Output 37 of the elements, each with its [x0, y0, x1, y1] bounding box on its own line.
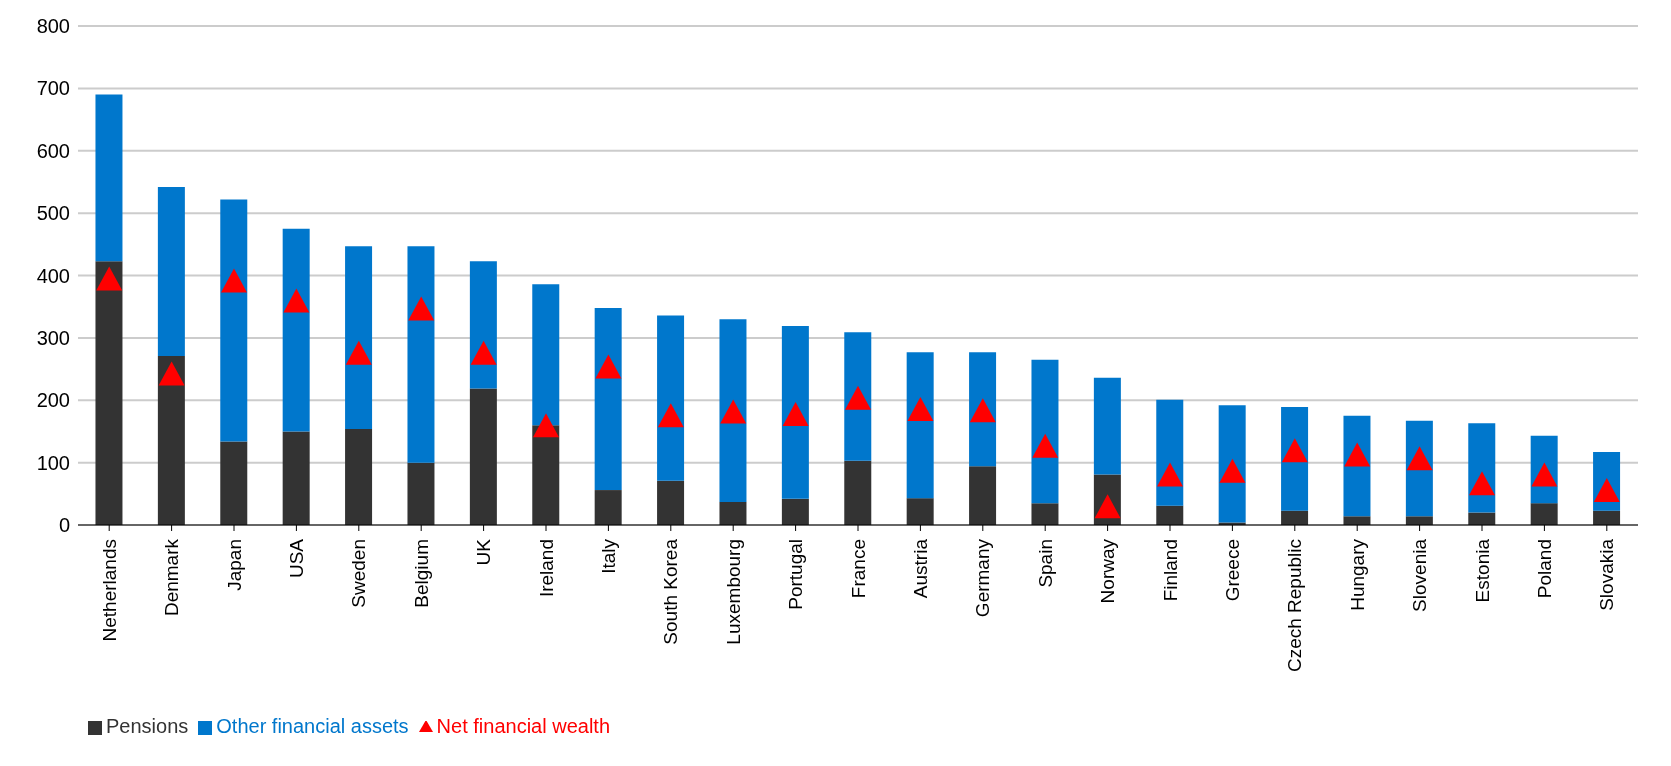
- y-tick-label: 700: [36, 77, 70, 100]
- x-tick-label: Italy: [597, 538, 619, 574]
- x-tick-label: Netherlands: [98, 539, 120, 642]
- y-tick-label: 800: [36, 15, 70, 38]
- x-tick-label: Finland: [1159, 539, 1181, 602]
- x-tick-label: Greece: [1221, 539, 1243, 602]
- x-tick-label: Poland: [1533, 539, 1555, 599]
- y-tick-label: 400: [36, 264, 70, 287]
- legend-label: Pensions: [106, 715, 189, 737]
- x-tick-label: Norway: [1097, 538, 1119, 604]
- x-tick-label: Estonia: [1471, 538, 1493, 603]
- y-tick-label: 500: [36, 202, 70, 225]
- x-tick-label: Belgium: [410, 539, 432, 608]
- x-tick-label: Austria: [909, 538, 931, 599]
- y-tick-label: 600: [36, 139, 70, 162]
- x-tick-label: Ireland: [535, 539, 557, 598]
- x-tick-label: Spain: [1034, 539, 1056, 588]
- y-tick-label: 100: [36, 451, 70, 474]
- x-tick-label: USA: [285, 538, 307, 579]
- legend-label: Net financial wealth: [436, 715, 611, 737]
- x-tick-label: Slovakia: [1596, 538, 1618, 611]
- y-tick-label: 200: [36, 389, 70, 412]
- legend-label: Other financial assets: [216, 715, 409, 737]
- x-tick-label: Slovenia: [1409, 538, 1431, 612]
- x-tick-label: UK: [473, 538, 495, 566]
- x-tick-label: Denmark: [161, 538, 183, 617]
- x-tick-label: Hungary: [1346, 538, 1368, 611]
- y-tick-label: 0: [58, 514, 70, 537]
- x-tick-label: Portugal: [785, 539, 807, 610]
- x-tick-label: Japan: [223, 539, 245, 591]
- y-tick-label: 300: [36, 326, 70, 349]
- x-tick-label: Sweden: [348, 539, 370, 608]
- x-tick-label: South Korea: [660, 538, 682, 645]
- x-tick-label: France: [847, 539, 869, 599]
- x-tick-label: Luxembourg: [722, 539, 744, 645]
- x-tick-label: Germany: [972, 538, 994, 618]
- x-tick-label: Czech Republic: [1284, 539, 1306, 673]
